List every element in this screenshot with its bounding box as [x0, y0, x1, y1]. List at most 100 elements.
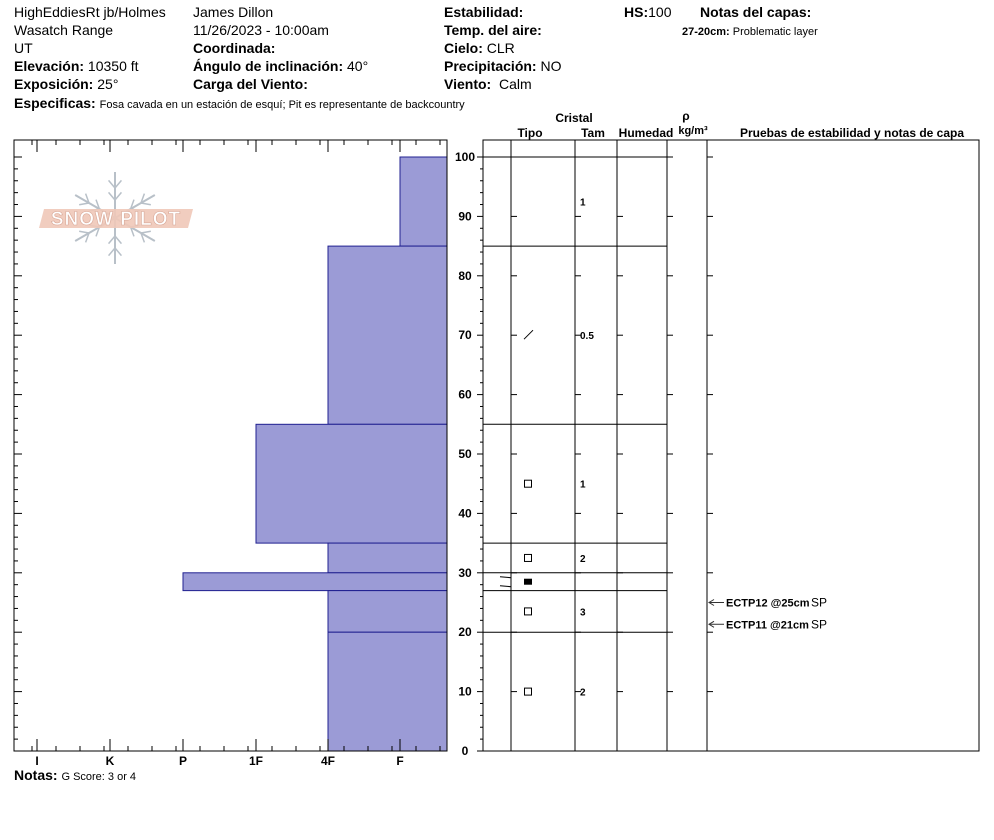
density-unit-heading: kg/m³ [678, 125, 708, 137]
hardness-bar [255, 423, 448, 544]
crystal-size-label: 1 [580, 198, 586, 209]
wind: Viento: Calm [444, 76, 532, 92]
observer: James Dillon [193, 4, 274, 20]
hardness-bar [327, 590, 448, 633]
layer-notes-heading: Notas del capas: [700, 4, 812, 20]
hardness-tick-label: F [396, 754, 403, 768]
snowpilot-logo: SNOW PILOT [39, 172, 193, 264]
height-tick-label: 80 [458, 269, 472, 283]
snowflake-branch [140, 202, 151, 206]
specifics: Especificas: Fosa cavada en un estación … [14, 95, 465, 113]
crystal-size-label: 3 [580, 607, 586, 618]
hs-label: HS: [624, 4, 649, 20]
mountain-range: Wasatch Range [14, 22, 114, 38]
air-temp: Temp. del aire: [444, 22, 542, 38]
wind-load-label: Carga del Viento: [193, 76, 308, 92]
test-label: ECTP12 @25cm [726, 598, 810, 610]
snowflake-branch [114, 235, 123, 245]
sky-label: Cielo: [444, 40, 483, 56]
elevation-label: Elevación: [14, 58, 85, 74]
precip-value: NO [540, 58, 562, 74]
crystal-size-label: 0.5 [580, 331, 594, 342]
hardness-frame: I K P 1F 4F F [13, 139, 448, 768]
state: UT [14, 40, 33, 56]
size-heading: Tam [581, 126, 605, 140]
snowflake-branch [107, 191, 116, 201]
aspect-value: 25° [97, 76, 119, 92]
wind-value: Calm [498, 76, 532, 92]
snowflake-branch [140, 193, 146, 204]
stability-label: Estabilidad: [444, 4, 524, 20]
precipitation: Precipitación: NO [444, 58, 561, 74]
specifics-label: Especificas: [14, 95, 96, 111]
notes-value: G Score: 3 or 4 [61, 771, 137, 783]
height-tick-label: 20 [458, 625, 472, 639]
snow-height: HS:100 [624, 4, 671, 20]
logo-wordmark: SNOW PILOT [51, 209, 181, 230]
snowflake-branch [107, 235, 116, 245]
snowflake-branch [95, 226, 101, 237]
notes: Notas: G Score: 3 or 4 [14, 767, 136, 785]
snowflake-branch [140, 230, 151, 234]
height-tick-label: 90 [458, 209, 472, 223]
precip-label: Precipitación: [444, 58, 537, 74]
layer-connector [499, 576, 512, 579]
crystal-open-square [524, 479, 532, 488]
hardness-tick-label: 4F [321, 754, 335, 768]
crystal-slash [523, 329, 534, 340]
layer-note: 27-20cm: Problematic layer [682, 24, 818, 40]
crystal-open-square [524, 687, 532, 696]
hardness-tick-label: 1F [249, 754, 263, 768]
notes-label: Notas: [14, 767, 58, 783]
snowflake-branch [84, 193, 90, 204]
crystal-filled-square [524, 578, 532, 585]
hardness-tick-label: K [106, 754, 115, 768]
layer-note-depth: 27-20cm: [682, 26, 730, 38]
height-tick-label: 10 [458, 685, 472, 699]
hardness-tick-label: P [179, 754, 187, 768]
test-arrow-head [708, 620, 715, 628]
layer-table-frame: 0 10 20 30 40 50 60 70 80 90 100 [455, 139, 980, 758]
elevation: Elevación: 10350 ft [14, 58, 139, 74]
rho-heading: ρ [682, 109, 689, 123]
tests-heading: Pruebas de estabilidad y notas de capa [740, 126, 964, 140]
hardness-bar [327, 542, 448, 574]
slope-value: 40° [347, 58, 369, 74]
wind-label: Viento: [444, 76, 492, 92]
snowflake-branch [79, 202, 90, 206]
type-heading: Tipo [517, 126, 542, 140]
hardness-profile [182, 156, 448, 752]
snowflake-branch [129, 199, 135, 210]
aspect: Exposición: 25° [14, 76, 118, 92]
crystal-size-label: 2 [580, 688, 586, 699]
aspect-label: Exposición: [14, 76, 94, 92]
crystal-open-square [524, 607, 532, 616]
hardness-bar [399, 156, 448, 247]
test-label: ECTP11 @21cm [726, 619, 809, 631]
height-tick-label: 50 [458, 447, 472, 461]
stability: Estabilidad: [444, 4, 523, 20]
sky-value: CLR [486, 40, 515, 56]
layer-table-border [482, 139, 980, 752]
crystal-size-label: 2 [580, 554, 586, 565]
wind-loading: Carga del Viento: [193, 76, 308, 92]
crystal-open-square [524, 553, 532, 562]
snowflake-branch [107, 247, 116, 257]
crystal-column: 1 0.5 1 2 3 2 [523, 198, 594, 699]
datetime: 11/26/2023 - 10:00am [193, 22, 329, 38]
snowflake-branch [114, 179, 123, 189]
snowflake-branch [114, 191, 123, 201]
height-tick-label: 100 [455, 150, 475, 164]
hardness-bar [327, 245, 448, 425]
hs-value: 100 [648, 4, 672, 20]
height-tick-label: 60 [458, 388, 472, 402]
location-name: HighEddiesRt jb/Holmes [14, 4, 166, 20]
height-tick-label: 70 [458, 328, 472, 342]
test-tag: SP [811, 596, 827, 610]
snowflake-branch [95, 199, 101, 210]
slope-angle: Ángulo de inclinación: 40° [193, 58, 368, 74]
hardness-bar [182, 572, 448, 592]
hardness-bar [327, 631, 448, 752]
elevation-value: 10350 ft [87, 58, 139, 74]
